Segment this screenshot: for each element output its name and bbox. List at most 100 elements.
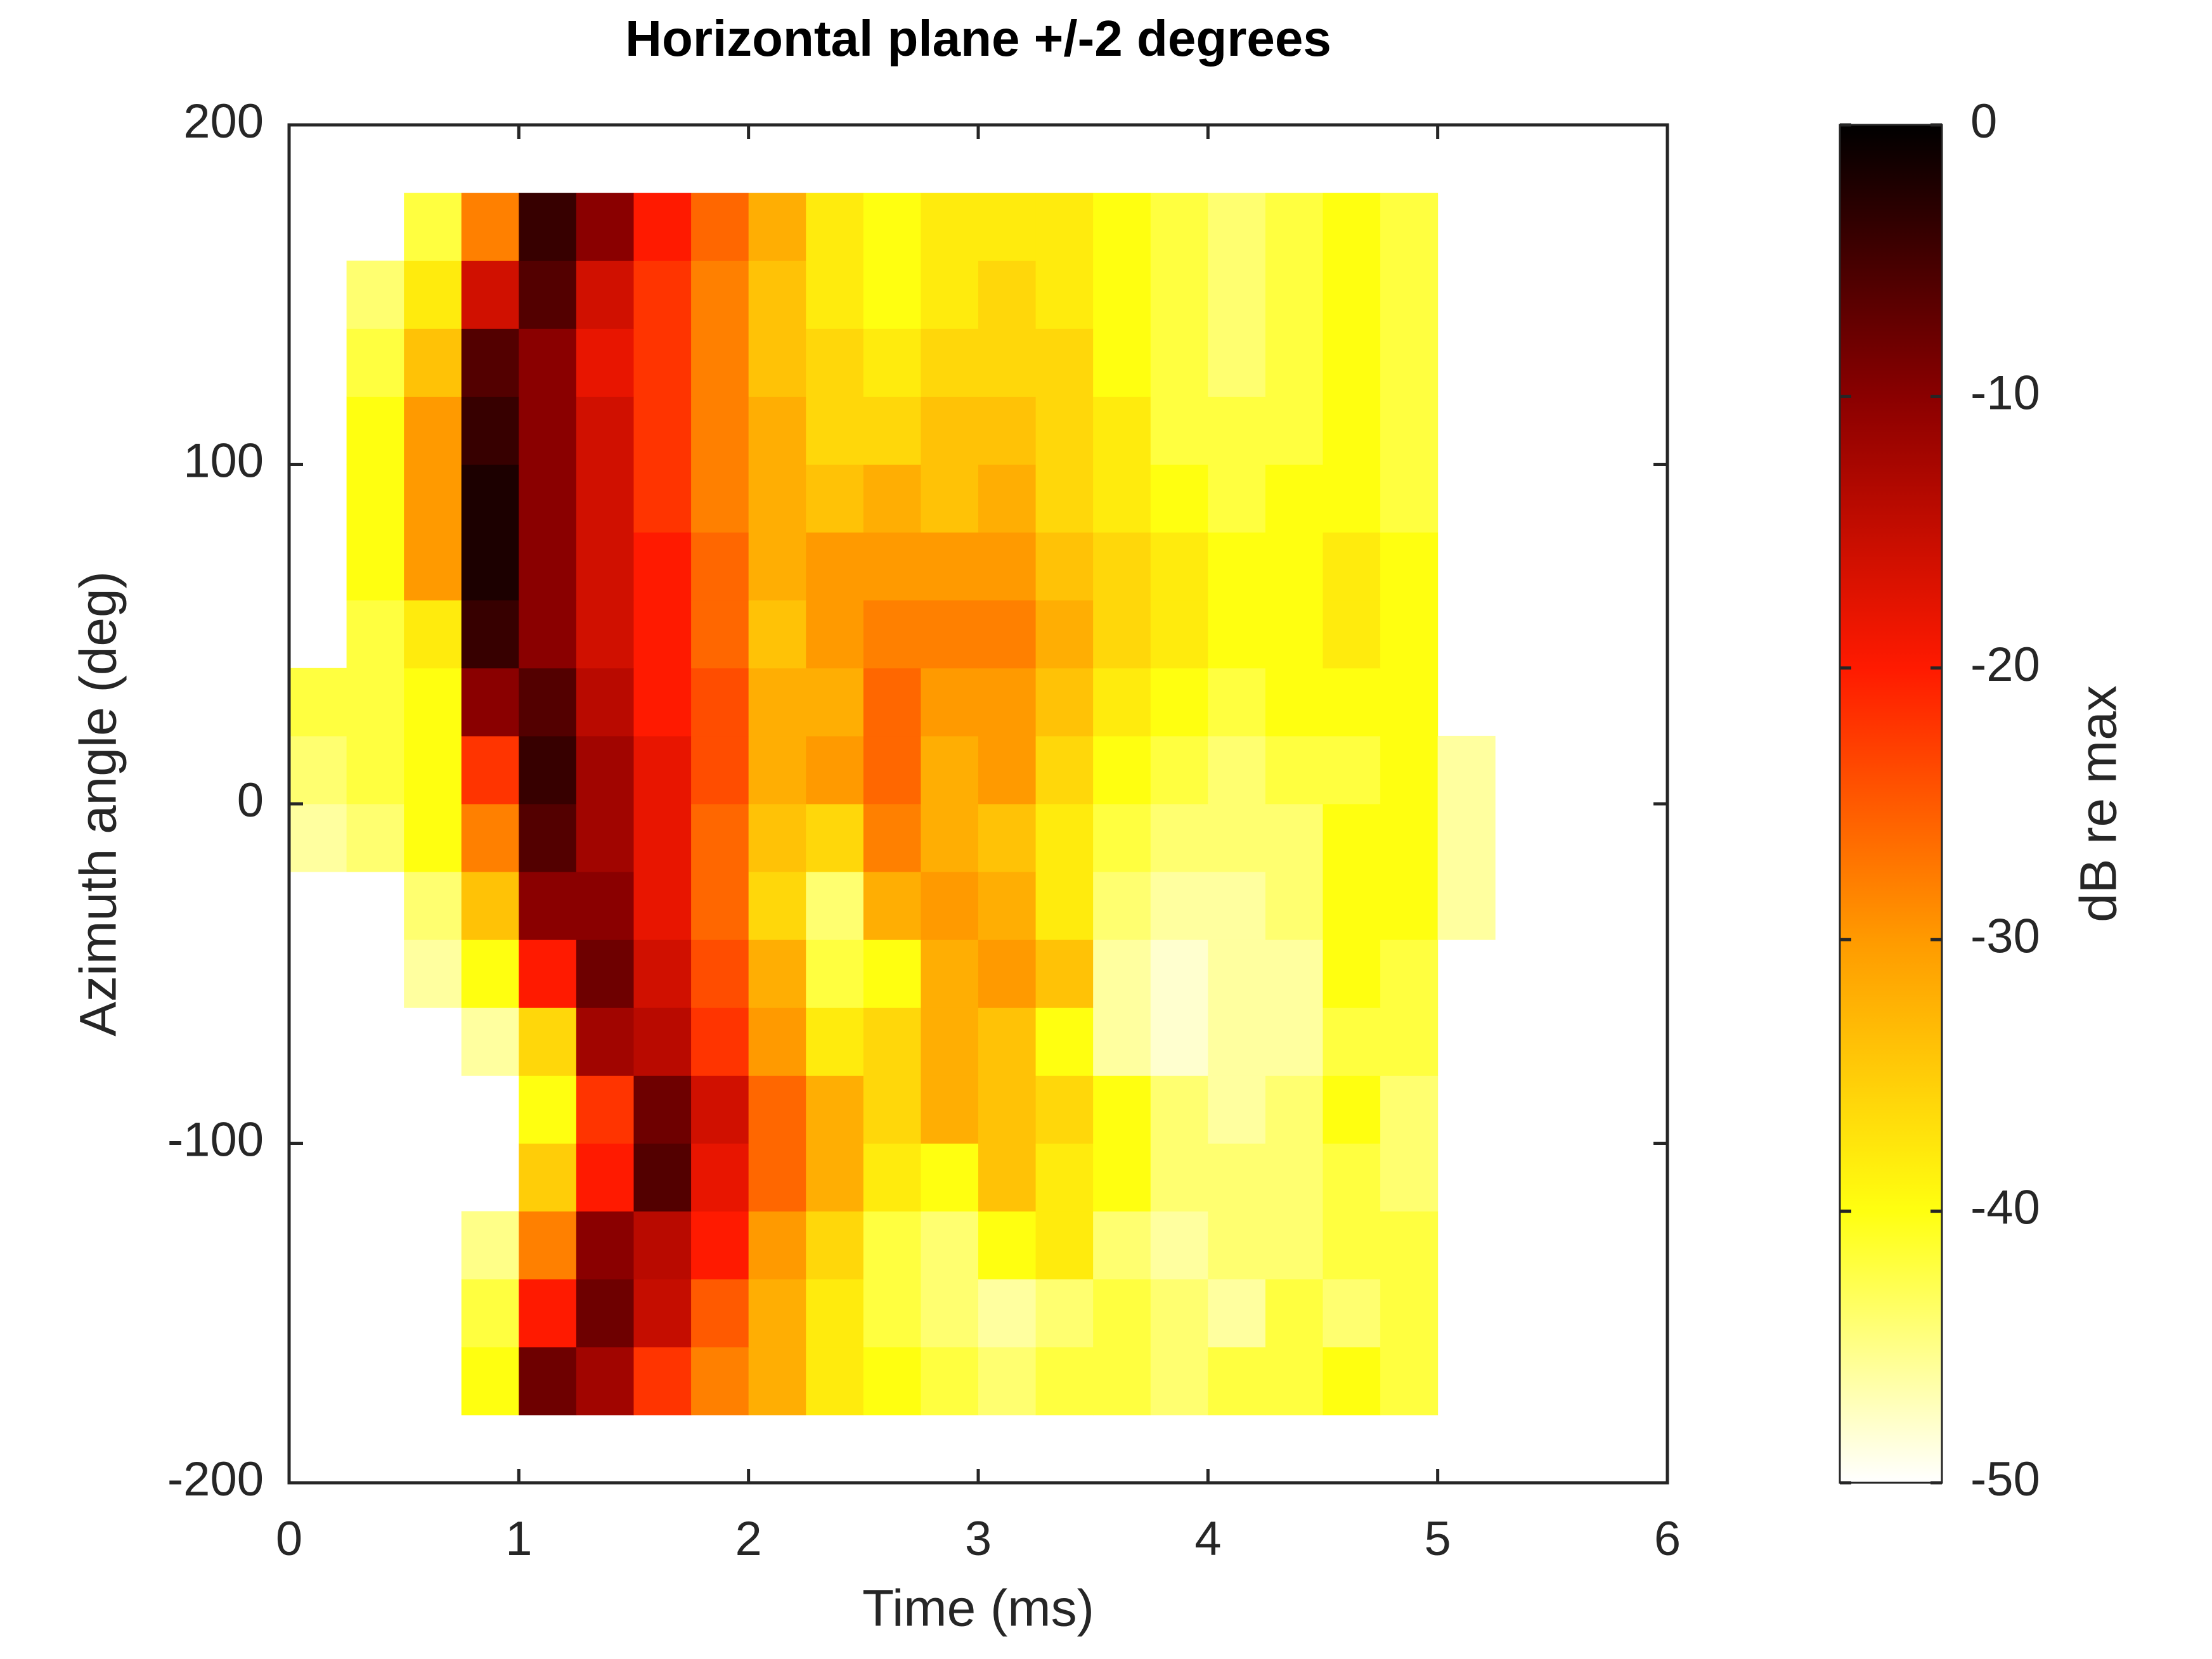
heat-cell <box>921 532 979 601</box>
heat-cell <box>576 1075 634 1144</box>
heat-cell <box>1265 532 1323 601</box>
heat-cell <box>461 668 519 737</box>
heat-cell <box>1150 1279 1208 1348</box>
heat-cell <box>1323 193 1381 261</box>
heat-cell <box>1265 1007 1323 1076</box>
heat-cell <box>748 804 806 872</box>
heat-cell <box>748 872 806 940</box>
heat-cell <box>461 532 519 601</box>
heat-cell <box>863 328 921 397</box>
chart-title: Horizontal plane +/-2 degrees <box>625 10 1331 67</box>
heat-cell <box>633 1211 692 1280</box>
heat-cell <box>1265 1211 1323 1280</box>
heat-cell <box>1265 1346 1323 1416</box>
heat-cell <box>748 328 806 397</box>
heat-cell <box>1265 464 1323 533</box>
heat-cell <box>748 1211 806 1280</box>
heat-cell <box>691 1007 749 1076</box>
heat-cell <box>633 939 692 1008</box>
heat-cell <box>1208 668 1266 737</box>
heat-cell <box>1035 328 1094 397</box>
heat-cell <box>1093 939 1151 1008</box>
heat-cell <box>1208 328 1266 397</box>
heat-cell <box>1265 804 1323 872</box>
heat-cell <box>1323 600 1381 669</box>
heat-cell <box>1208 532 1266 601</box>
heat-cell <box>1093 872 1151 940</box>
heat-cell <box>1093 804 1151 872</box>
heat-cell <box>1380 872 1439 940</box>
heat-cell <box>691 1346 749 1416</box>
heat-cell <box>1093 328 1151 397</box>
heat-cell <box>806 1346 864 1416</box>
heat-cell <box>1035 804 1094 872</box>
colorbar-tick-label: -10 <box>1970 366 2040 420</box>
heat-cell <box>921 1007 979 1076</box>
heat-cell <box>806 872 864 940</box>
heat-cell <box>404 193 462 261</box>
heat-cell <box>1035 464 1094 533</box>
heat-cell <box>461 1346 519 1416</box>
heat-cell <box>863 1211 921 1280</box>
heat-cell <box>863 261 921 329</box>
heat-cell <box>1380 328 1439 397</box>
heat-cell <box>1150 396 1208 465</box>
heat-cell <box>863 1007 921 1076</box>
heat-cell <box>1150 261 1208 329</box>
heat-cell <box>576 735 634 804</box>
heat-cell <box>1208 193 1266 261</box>
heat-cell <box>633 668 692 737</box>
heat-cell <box>1380 1075 1439 1144</box>
heat-cell <box>863 396 921 465</box>
heat-cell <box>1380 532 1439 601</box>
heat-cell <box>978 532 1037 601</box>
heat-cell <box>978 804 1037 872</box>
heat-cell <box>1035 396 1094 465</box>
heat-cell <box>576 328 634 397</box>
heat-cell <box>404 804 462 872</box>
colorbar-tick-label: -20 <box>1970 638 2040 692</box>
heat-cell <box>921 1279 979 1348</box>
heat-cell <box>404 261 462 329</box>
heat-cell <box>633 735 692 804</box>
heat-cell <box>346 532 404 601</box>
heat-cell <box>978 193 1037 261</box>
heat-cell <box>1093 600 1151 669</box>
heat-cell <box>346 668 404 737</box>
heat-cell <box>346 464 404 533</box>
heat-cell <box>921 804 979 872</box>
heat-cell <box>1093 735 1151 804</box>
heat-cell <box>1093 1346 1151 1416</box>
heat-cell <box>1035 872 1094 940</box>
heat-cell <box>519 328 577 397</box>
heat-cell <box>1208 735 1266 804</box>
heat-cell <box>691 1075 749 1144</box>
heat-cell <box>1208 600 1266 669</box>
heat-cell <box>633 532 692 601</box>
heat-cell <box>633 396 692 465</box>
x-axis-label: Time (ms) <box>862 1580 1094 1637</box>
heat-cell <box>576 872 634 940</box>
heat-cell <box>1265 396 1323 465</box>
heat-cell <box>1265 668 1323 737</box>
heat-cell <box>806 396 864 465</box>
y-tick-label: 200 <box>183 94 264 148</box>
heat-cell <box>1380 1007 1439 1076</box>
heat-cell <box>1208 939 1266 1008</box>
heat-cell <box>519 1211 577 1280</box>
heat-cell <box>921 872 979 940</box>
heat-cell <box>691 804 749 872</box>
heat-cell <box>1380 193 1439 261</box>
heat-cell <box>633 1007 692 1076</box>
heat-cell <box>921 396 979 465</box>
heat-cell <box>1323 1211 1381 1280</box>
heat-cell <box>576 1211 634 1280</box>
heat-cell <box>1150 735 1208 804</box>
heat-cell <box>1035 1211 1094 1280</box>
heat-cell <box>1380 1211 1439 1280</box>
heat-cell <box>1208 1346 1266 1416</box>
heat-cell <box>1437 804 1496 872</box>
y-tick-label: -200 <box>167 1452 264 1506</box>
heat-cell <box>461 939 519 1008</box>
heat-cell <box>461 1211 519 1280</box>
